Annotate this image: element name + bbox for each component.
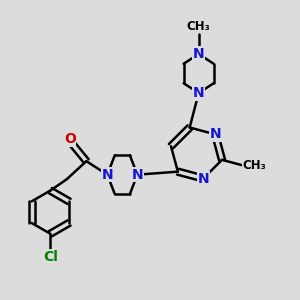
Text: N: N bbox=[131, 168, 143, 182]
Text: Cl: Cl bbox=[43, 250, 58, 264]
Text: O: O bbox=[64, 132, 76, 146]
Text: N: N bbox=[209, 127, 221, 141]
Text: CH₃: CH₃ bbox=[187, 20, 211, 33]
Text: N: N bbox=[197, 172, 209, 185]
Text: N: N bbox=[193, 86, 205, 100]
Text: CH₃: CH₃ bbox=[242, 159, 266, 172]
Text: N: N bbox=[193, 47, 205, 61]
Text: N: N bbox=[101, 168, 113, 182]
